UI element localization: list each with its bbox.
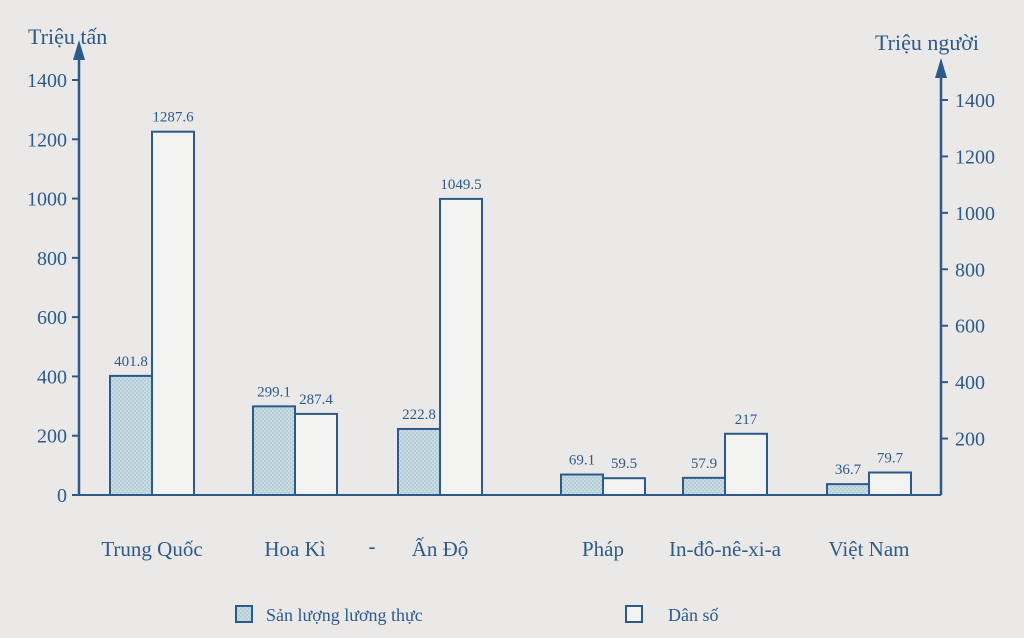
- bar-population-1: [294, 412, 338, 496]
- data-label-food-2: 222.8: [402, 407, 436, 423]
- bar-food-5: [826, 483, 870, 496]
- axes: Triệu tấn Triệu người 0 200 400 600 800 1000 120…: [27, 24, 995, 507]
- category-label-1: Hoa Kì: [264, 537, 325, 561]
- legend-label-food: Sản lượng lương thực: [266, 605, 423, 625]
- data-label-food-0: 401.8: [114, 354, 148, 370]
- right-axis-title: Triệu người: [875, 30, 979, 55]
- right-tick-label: 800: [955, 259, 985, 281]
- data-label-food-3: 69.1: [569, 453, 595, 469]
- legend-swatch-food: [235, 605, 253, 623]
- bar-food-1: [252, 405, 296, 497]
- left-tick-label: 1200: [27, 129, 67, 151]
- data-labels: 401.8 1287.6 299.1 287.4 222.8 1049.5 69.1 59.5…: [114, 110, 904, 478]
- right-tick-label: 1000: [955, 203, 995, 225]
- bar-population-3: [602, 477, 646, 496]
- bar-population-0: [151, 130, 195, 496]
- right-tick-label: 600: [955, 316, 985, 338]
- bar-food-0: [109, 374, 153, 496]
- legend-label-population: Dân số: [668, 605, 719, 625]
- left-tick-label: 800: [37, 248, 67, 270]
- data-label-population-4: 217: [735, 412, 758, 428]
- right-tick-label: 1400: [955, 90, 995, 112]
- data-label-food-4: 57.9: [691, 456, 717, 472]
- right-axis-arrow: [935, 58, 947, 78]
- right-tick-label: 1200: [955, 146, 995, 168]
- left-tick-label: 400: [37, 366, 67, 388]
- left-tick-label: 0: [57, 485, 67, 507]
- data-label-population-1: 287.4: [299, 392, 333, 408]
- category-label-5: Việt Nam: [829, 537, 910, 561]
- category-label-3: Pháp: [582, 537, 624, 561]
- legend: Sản lượng lương thực Dân số: [235, 605, 719, 625]
- data-label-population-0: 1287.6: [152, 110, 194, 126]
- legend-swatch-population: [625, 605, 643, 623]
- category-labels: Trung Quốc Hoa Kì Ấn Độ Pháp In-đô-nê-xi-a Vi…: [101, 534, 909, 561]
- data-label-food-1: 299.1: [257, 384, 291, 400]
- left-axis-title: Triệu tấn: [28, 24, 107, 49]
- category-label-2: Ấn Độ: [412, 537, 469, 561]
- bar-population-5: [868, 471, 912, 496]
- left-tick-label: 200: [37, 426, 67, 448]
- category-separator: -: [369, 534, 376, 558]
- data-label-food-5: 36.7: [835, 462, 862, 478]
- bar-population-2: [439, 197, 483, 496]
- left-axis-arrow: [73, 40, 85, 60]
- bars: [109, 130, 912, 497]
- bar-food-2: [397, 427, 441, 497]
- bar-food-3: [560, 473, 604, 496]
- right-tick-label: 200: [955, 429, 985, 451]
- bar-population-4: [724, 432, 768, 496]
- category-label-0: Trung Quốc: [101, 537, 202, 561]
- data-label-population-3: 59.5: [611, 456, 637, 472]
- bar-food-4: [682, 476, 726, 497]
- category-label-4: In-đô-nê-xi-a: [669, 537, 782, 561]
- left-tick-label: 1000: [27, 189, 67, 211]
- left-tick-label: 1400: [27, 70, 67, 92]
- left-tick-label: 600: [37, 307, 67, 329]
- data-label-population-5: 79.7: [877, 451, 904, 467]
- data-label-population-2: 1049.5: [440, 177, 481, 193]
- right-tick-label: 400: [955, 372, 985, 394]
